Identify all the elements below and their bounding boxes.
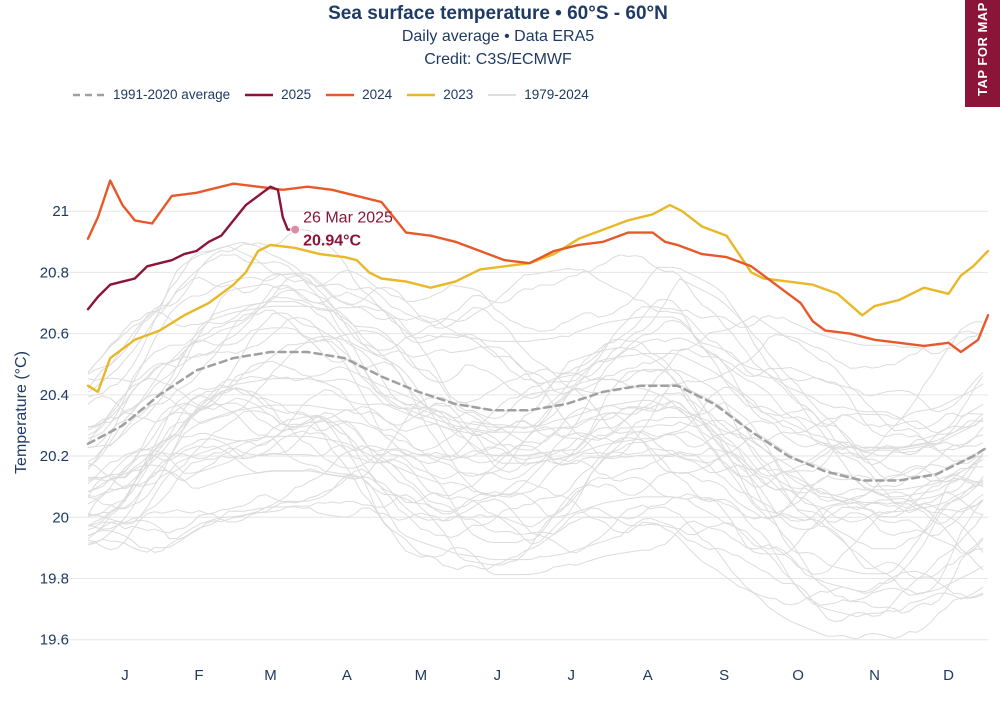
history-line	[87, 388, 984, 531]
chart-subtitle: Daily average • Data ERA5	[401, 28, 595, 45]
history-line	[87, 312, 984, 456]
history-line	[87, 285, 984, 550]
history-line	[87, 329, 984, 575]
y-tick-label: 20.4	[40, 387, 69, 404]
legend-swatch-history	[488, 93, 517, 96]
series-lines	[86, 179, 990, 482]
legend-label-average: 1991-2020 average	[113, 87, 231, 102]
y-tick-label: 19.6	[40, 632, 69, 649]
history-line	[87, 278, 984, 474]
history-line	[87, 498, 984, 606]
annotation-point	[290, 224, 301, 235]
legend-item-2023[interactable]: 2023	[406, 87, 473, 102]
legend-item-average[interactable]: 1991-2020 average	[72, 87, 230, 102]
legend-label-history: 1979-2024	[524, 87, 589, 102]
legend: 1991-2020 average 2025 2024 2023 1979-20…	[72, 87, 603, 102]
history-line	[87, 447, 984, 566]
axis-labels: 19.6 19.8 20 20.2 20.4 20.6 20.8 21 J F M A M J J A S O N D…	[13, 203, 954, 684]
history-line	[87, 229, 984, 395]
annotation-value: 20.94°C	[303, 233, 361, 250]
legend-label-2024: 2024	[362, 87, 393, 102]
legend-swatch-2024	[326, 93, 355, 96]
x-tick-label: J	[121, 667, 129, 684]
history-line	[87, 408, 984, 479]
grid-layer	[55, 210, 988, 641]
y-tick-label: 20.2	[40, 448, 69, 465]
series-line-2024	[86, 179, 990, 354]
history-line	[87, 474, 984, 623]
x-tick-label: M	[264, 667, 277, 684]
y-tick-label: 21	[52, 203, 69, 220]
history-line	[87, 267, 984, 373]
y-tick-label: 20.6	[40, 326, 69, 343]
history-line	[87, 254, 984, 462]
legend-item-2025[interactable]: 2025	[244, 87, 311, 102]
history-line	[87, 386, 984, 606]
map-tab-button[interactable]: TAP FOR MAP	[965, 0, 1000, 107]
legend-label-2025: 2025	[281, 87, 312, 102]
x-tick-label: F	[194, 667, 203, 684]
chart-credit: Credit: C3S/ECMWF	[424, 51, 572, 68]
x-tick-label: D	[943, 667, 954, 684]
history-line	[87, 374, 984, 618]
history-line	[87, 468, 984, 640]
history-line	[88, 353, 984, 482]
series-line-1991-2020-average	[86, 350, 990, 482]
history-line	[87, 402, 984, 593]
history-line	[87, 254, 984, 481]
legend-swatch-2025	[245, 93, 274, 96]
history-lines	[87, 229, 984, 640]
x-tick-label: J	[568, 667, 576, 684]
annotation: 26 Mar 2025 20.94°C	[290, 210, 393, 250]
history-line	[87, 337, 984, 513]
history-line	[87, 327, 984, 514]
history-line	[87, 430, 984, 575]
history-line	[87, 399, 984, 614]
legend-item-history[interactable]: 1979-2024	[487, 87, 589, 102]
x-tick-label: O	[792, 667, 804, 684]
annotation-date: 26 Mar 2025	[303, 210, 393, 227]
history-line	[87, 386, 984, 466]
y-tick-label: 20	[52, 509, 69, 526]
y-axis-title: Temperature (°C)	[13, 351, 30, 474]
y-tick-label: 19.8	[40, 570, 69, 587]
chart-title: Sea surface temperature • 60°S - 60°N	[328, 3, 668, 24]
x-tick-label: A	[342, 667, 352, 684]
x-tick-label: N	[869, 667, 880, 684]
history-line	[87, 369, 984, 531]
legend-swatch-2023	[407, 93, 436, 96]
history-line	[87, 360, 984, 516]
x-tick-label: S	[719, 667, 729, 684]
x-tick-label: J	[494, 667, 502, 684]
legend-label-2023: 2023	[443, 87, 474, 102]
history-line	[87, 317, 984, 465]
history-line	[87, 241, 984, 440]
history-line	[87, 245, 984, 498]
history-line	[87, 305, 984, 478]
series-line-2025	[86, 185, 297, 311]
x-tick-label: M	[415, 667, 428, 684]
legend-item-2024[interactable]: 2024	[325, 87, 392, 102]
legend-swatch-average	[73, 93, 105, 96]
history-line	[87, 410, 984, 579]
history-line	[87, 384, 984, 571]
x-tick-label: A	[643, 667, 653, 684]
history-line	[87, 301, 984, 514]
history-line	[87, 397, 984, 528]
y-tick-label: 20.8	[40, 264, 69, 281]
history-line	[87, 444, 984, 556]
